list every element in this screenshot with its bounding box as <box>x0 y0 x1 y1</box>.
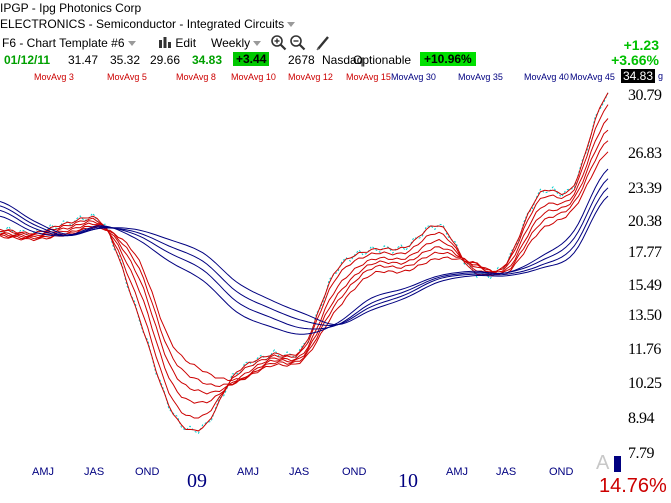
x-axis-month-label: AMJ <box>32 466 54 478</box>
x-axis-year-label: 09 <box>187 470 207 492</box>
series-line-movavg-12 <box>0 140 609 388</box>
chart-template-dropdown[interactable]: F6 - Chart Template #6 <box>2 36 136 50</box>
x-axis-month-label: OND <box>549 466 574 478</box>
edit-bars-icon <box>158 36 172 51</box>
y-axis-label: 8.94 <box>628 410 655 427</box>
y-axis-label: 10.25 <box>628 375 662 392</box>
edit-label: Edit <box>175 36 197 50</box>
legend-item: MovAvg 10 <box>231 72 276 82</box>
stock-title: IPGP - Ipg Photonics Corp <box>0 1 142 15</box>
period-dropdown[interactable]: Weekly <box>211 36 262 50</box>
legend-overflow: g <box>658 71 664 81</box>
y-axis-label: 17.77 <box>628 244 662 261</box>
legend-item: MovAvg 8 <box>176 72 216 82</box>
y-axis-label: 26.83 <box>628 145 662 162</box>
legend-item: MovAvg 40 <box>524 72 569 82</box>
quote-exchange: Nasdaq <box>322 53 364 67</box>
footer-pct: 14.76% <box>599 475 667 497</box>
change-pct: +3.66% <box>611 52 659 68</box>
series-line-movavg-8 <box>0 118 609 404</box>
x-axis-month-label: AMJ <box>446 466 468 478</box>
quote-low: 29.66 <box>150 53 181 67</box>
series-line-movavg-45 <box>0 195 609 326</box>
x-axis-month-label: JAS <box>84 466 105 478</box>
change-abs: +1.23 <box>623 37 659 53</box>
zoom-in-icon[interactable] <box>270 34 287 56</box>
quote-close: 34.83 <box>192 53 223 67</box>
zoom-out-icon[interactable] <box>289 34 306 56</box>
price-trace <box>0 92 609 434</box>
net-change-pct-value: +10.96% <box>420 52 476 66</box>
quote-date: 01/12/11 <box>4 53 51 67</box>
legend-item: MovAvg 30 <box>391 72 436 82</box>
period-label: Weekly <box>211 36 251 50</box>
selection-marker[interactable] <box>614 456 621 472</box>
sector-dropdown[interactable]: ELECTRONICS - Semiconductor - Integrated… <box>0 17 296 31</box>
x-axis-month-label: OND <box>342 466 367 478</box>
net-change-pct: +10.96% <box>420 52 476 66</box>
y-axis-label: 15.49 <box>628 277 662 294</box>
legend-item: MovAvg 15 <box>346 72 391 82</box>
quote-change-value: +3.44 <box>233 52 270 66</box>
template-label: F6 - Chart Template #6 <box>2 36 125 50</box>
chevron-down-icon <box>127 41 136 47</box>
price-chart[interactable] <box>0 84 671 503</box>
quote-change: +3.44 <box>233 52 270 66</box>
quote-open: 31.47 <box>68 53 99 67</box>
legend-item: MovAvg 5 <box>107 72 147 82</box>
legend-item: MovAvg 35 <box>458 72 503 82</box>
quote-volume: 2678 <box>288 53 315 67</box>
legend-item: MovAvg 3 <box>34 72 74 82</box>
y-axis-label: 11.76 <box>628 341 661 358</box>
edit-button[interactable]: Edit <box>158 36 196 51</box>
footer-letter: A <box>596 452 610 474</box>
chevron-down-icon <box>287 22 296 28</box>
chart-canvas <box>0 92 609 434</box>
quote-optionable: Optionable <box>353 53 412 67</box>
x-axis-year-label: 10 <box>398 470 418 492</box>
draw-pencil-icon[interactable] <box>315 34 331 56</box>
series-line-movavg-10 <box>0 129 609 395</box>
y-axis-label: 23.39 <box>628 180 662 197</box>
x-axis-month-label: JAS <box>496 466 517 478</box>
legend-item: MovAvg 45 <box>570 72 615 82</box>
series-line-movavg-15 <box>0 151 609 382</box>
y-axis-label: 7.79 <box>628 445 655 462</box>
y-axis-label: 13.50 <box>628 307 662 324</box>
y-axis-label: 30.79 <box>628 87 662 104</box>
sector-label: ELECTRONICS - Semiconductor - Integrated… <box>0 17 285 31</box>
x-axis-month-label: AMJ <box>237 466 259 478</box>
chevron-down-icon <box>253 41 262 47</box>
quote-high: 35.32 <box>110 53 141 67</box>
legend-item: MovAvg 12 <box>288 72 333 82</box>
current-price-box: 34.83 <box>621 69 655 83</box>
series-line-movavg-35 <box>0 178 609 330</box>
x-axis-month-label: JAS <box>289 466 310 478</box>
x-axis-month-label: OND <box>135 466 160 478</box>
y-axis-label: 20.38 <box>628 213 662 230</box>
